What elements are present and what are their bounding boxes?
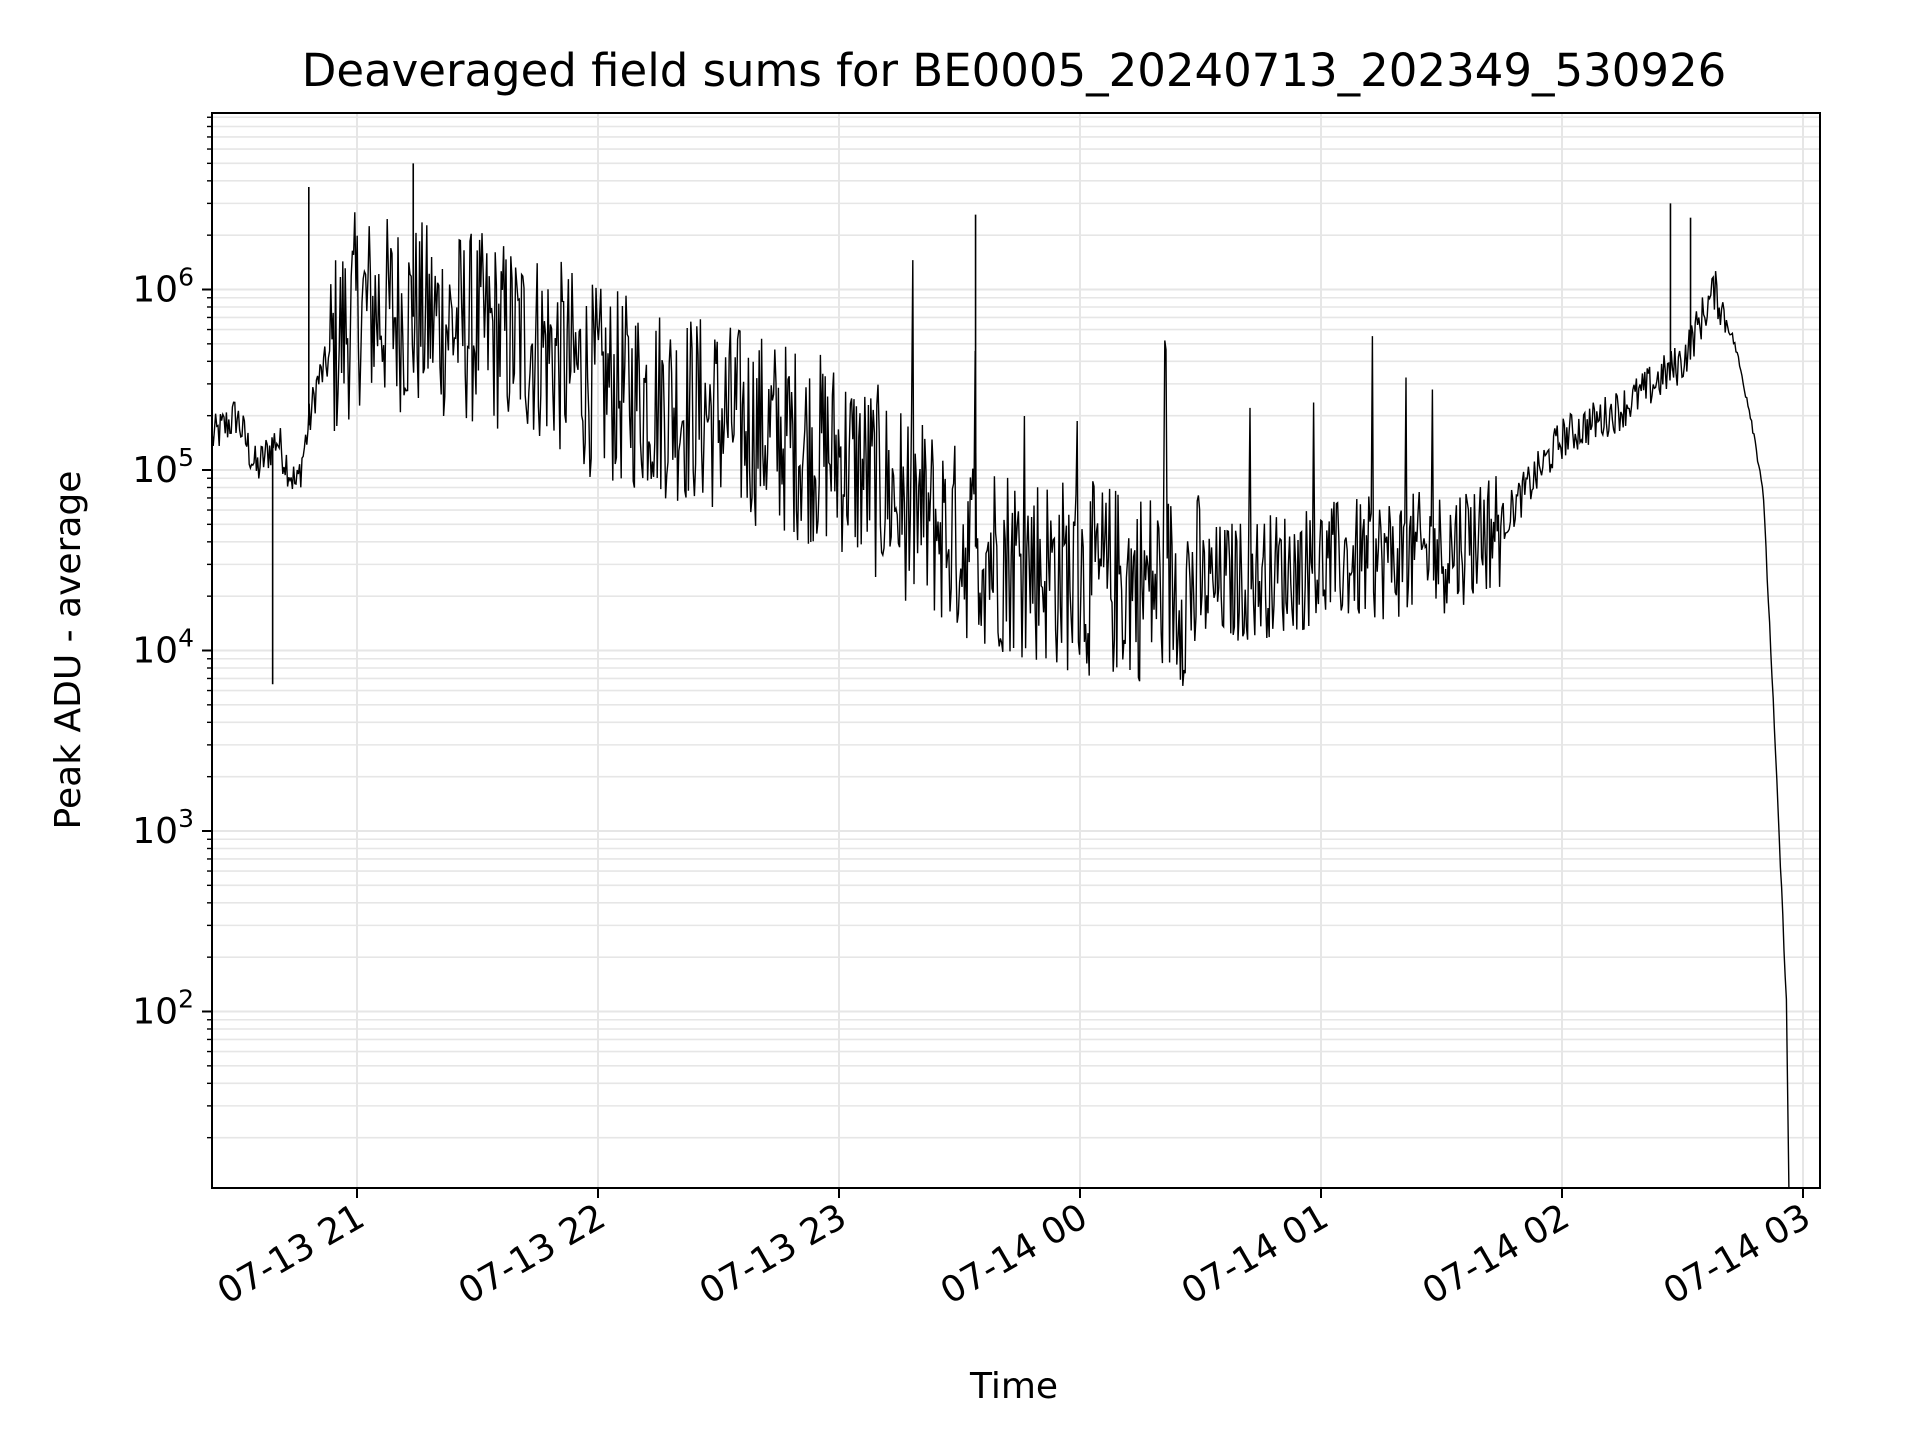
series-layer bbox=[211, 163, 1790, 1189]
series-line bbox=[211, 212, 1790, 1189]
y-tick-label: 105 bbox=[132, 443, 194, 491]
chart-title: Deaveraged field sums for BE0005_2024071… bbox=[302, 44, 1727, 97]
y-axis-label: Peak ADU - average bbox=[48, 471, 89, 830]
y-tick-label: 102 bbox=[132, 985, 194, 1033]
y-tick-label: 104 bbox=[132, 624, 194, 672]
grid bbox=[212, 113, 1820, 1188]
y-axis: 102 103 104 105 106 bbox=[132, 116, 212, 1139]
x-axis-label: Time bbox=[969, 1366, 1058, 1407]
y-tick-label: 106 bbox=[132, 263, 194, 311]
y-tick-label: 103 bbox=[132, 804, 194, 852]
